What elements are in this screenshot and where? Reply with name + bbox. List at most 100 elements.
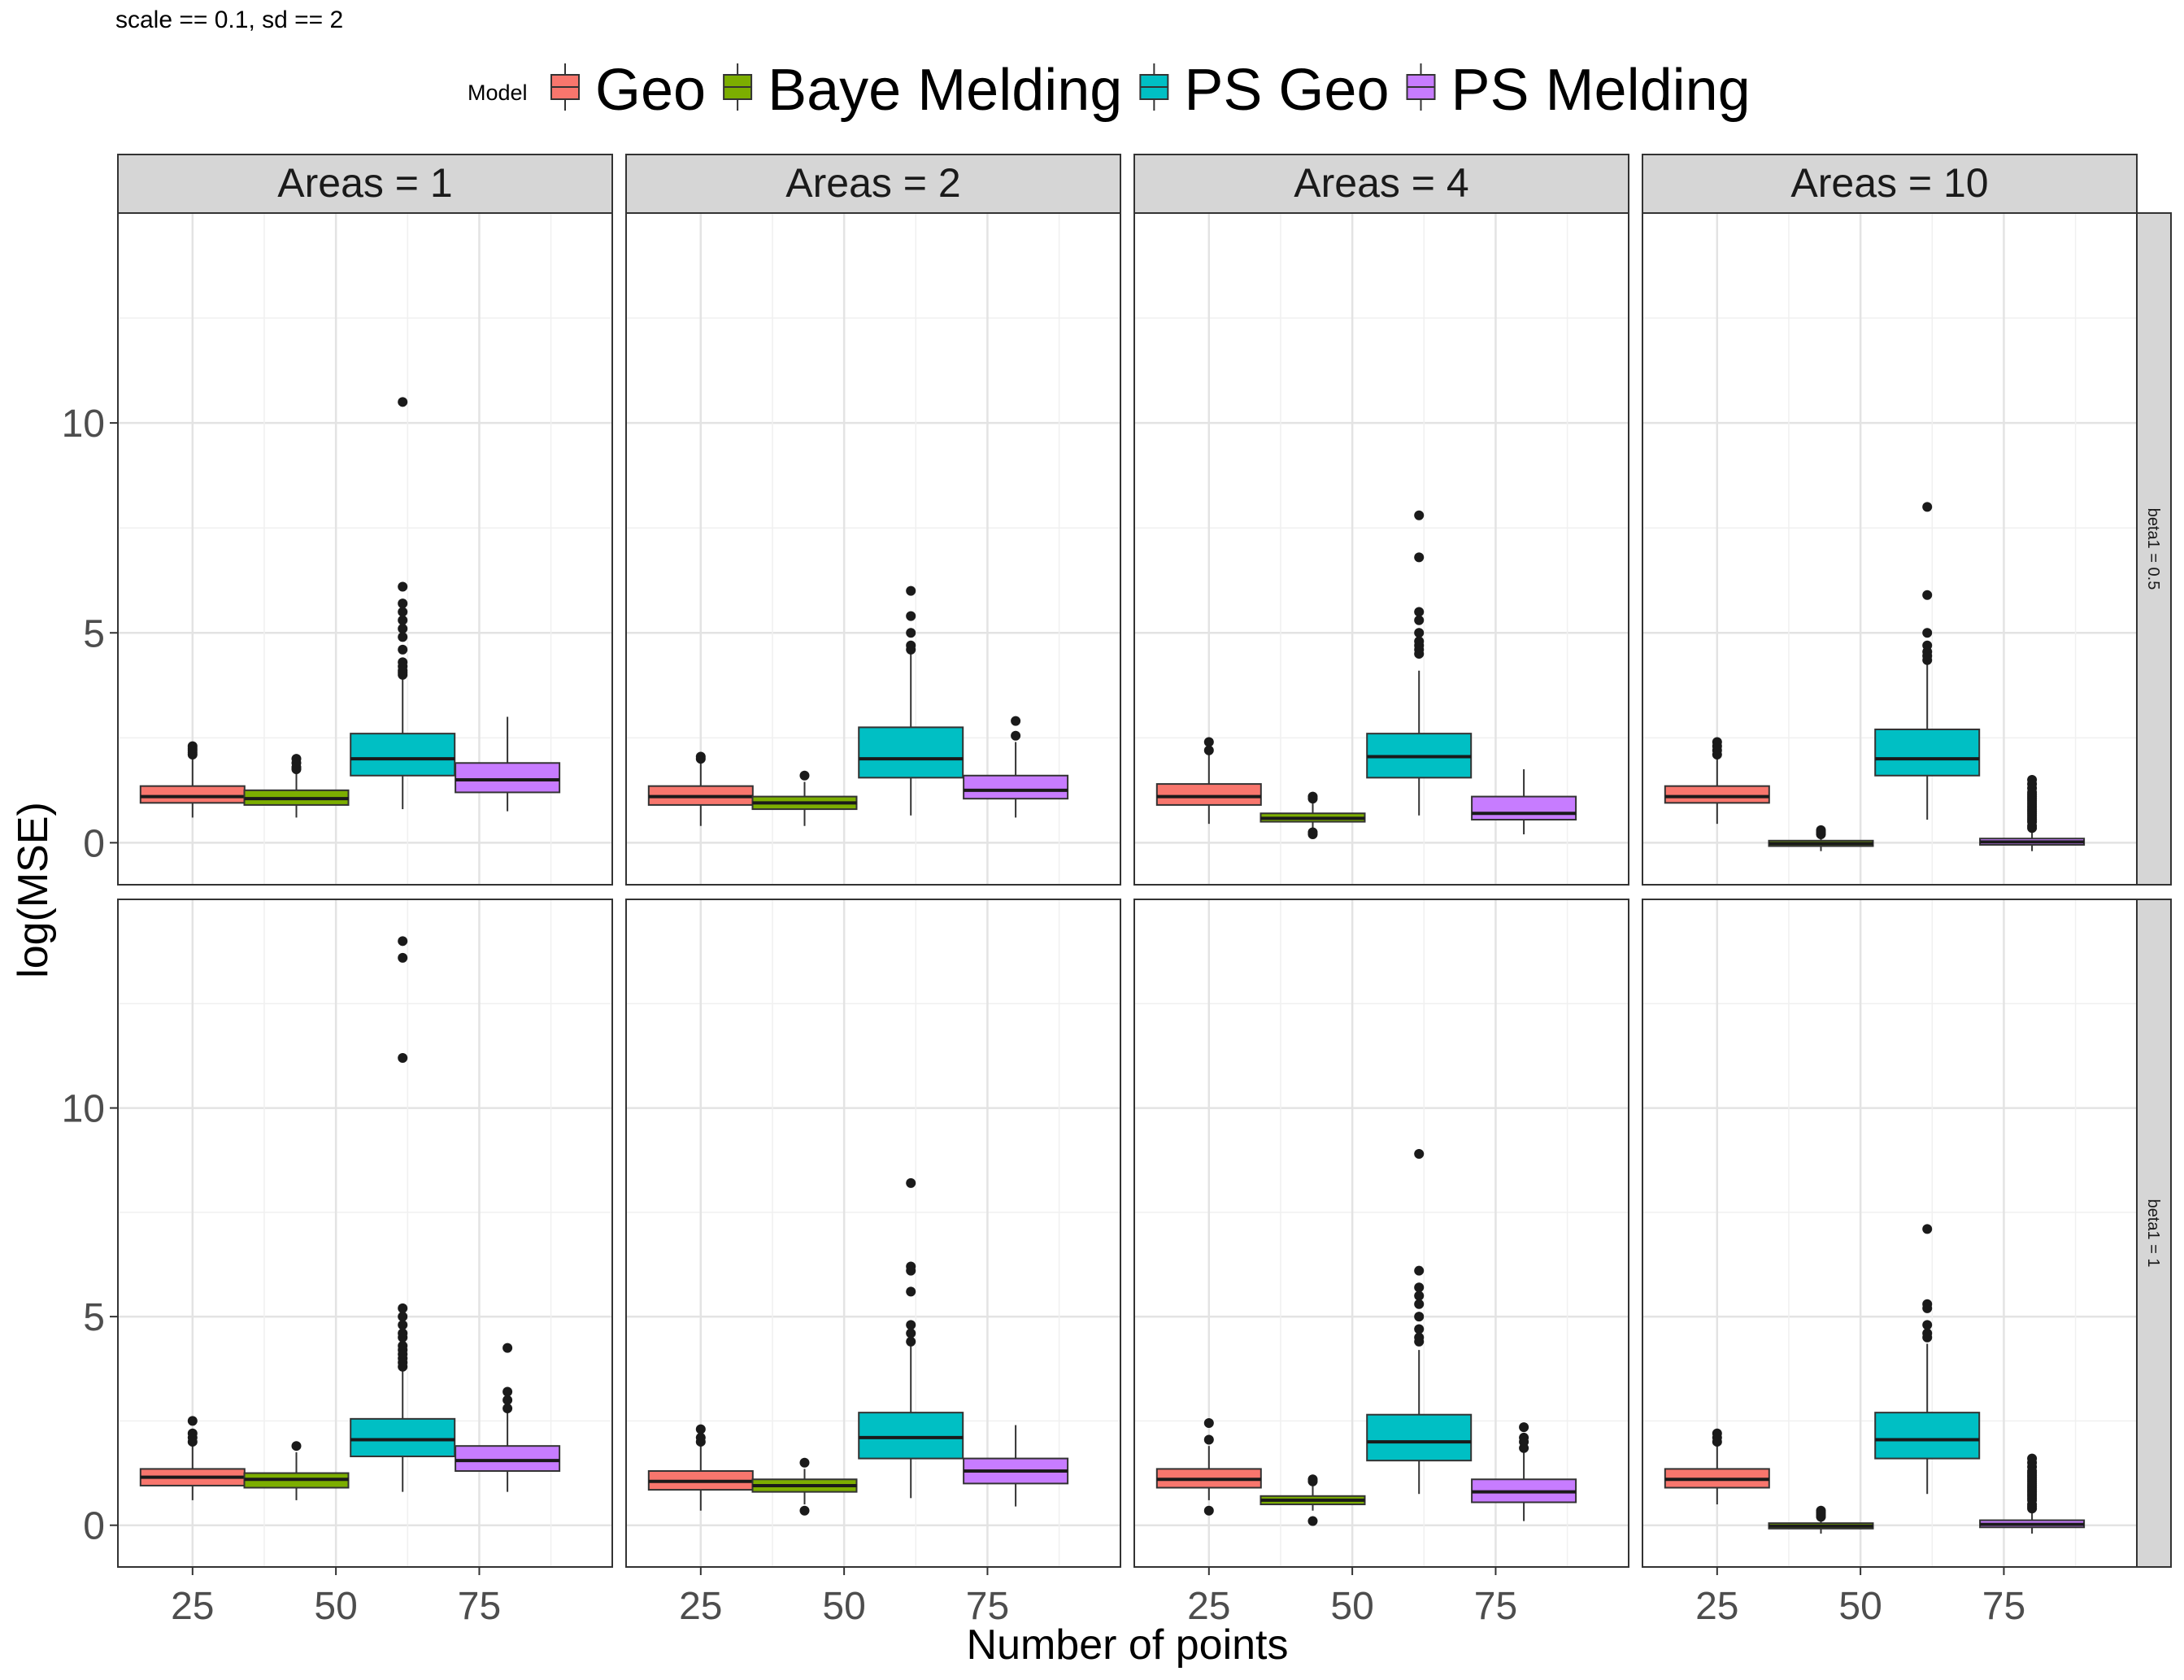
strip-background	[117, 154, 613, 214]
outlier-point	[2027, 1453, 2038, 1464]
outlier-point	[1922, 590, 1933, 600]
outlier-point	[695, 1424, 706, 1434]
box-geo	[139, 1416, 246, 1500]
panel-border	[1133, 212, 1629, 886]
box-ps-geo	[350, 397, 456, 810]
panel-beta1-1-areas-1	[117, 899, 613, 1568]
outlier-point	[695, 751, 706, 762]
box-ps-geo	[1874, 502, 1981, 820]
facet-strip-areas-2: Areas = 2	[625, 154, 1121, 214]
box-ps-melding	[963, 1425, 1069, 1507]
outlier-point	[1922, 1320, 1933, 1330]
y-tick-label: 5	[83, 612, 105, 655]
legend-item-baye-melding: Baye Melding	[723, 58, 1122, 123]
panel-border	[117, 212, 613, 886]
legend-label-ps-melding: PS Melding	[1451, 58, 1751, 123]
panel-border	[625, 899, 1121, 1568]
legend-title: Model	[468, 81, 528, 105]
box-ps-geo	[858, 1177, 964, 1499]
box-ps-geo	[1874, 1224, 1981, 1495]
x-tick-label: 25	[679, 1585, 722, 1628]
outlier-point	[1203, 1505, 1214, 1516]
outlier-point	[906, 1177, 916, 1188]
strip-label: Areas = 4	[1294, 160, 1468, 206]
strip-label: Areas = 2	[785, 160, 960, 206]
outlier-point	[187, 1416, 198, 1426]
outlier-point	[398, 1312, 408, 1322]
outlier-point	[1307, 1516, 1318, 1526]
panel-beta1-1-areas-2	[625, 899, 1121, 1568]
x-tick-label: 75	[1982, 1585, 2025, 1628]
facet-strip-areas-1: Areas = 1	[117, 154, 613, 214]
legend-label-geo: Geo	[595, 58, 706, 123]
outlier-point	[1307, 827, 1318, 838]
chart-subtitle: scale == 0.1, sd == 2	[115, 7, 344, 33]
strip-background	[1642, 154, 2138, 214]
outlier-point	[1414, 628, 1425, 638]
outlier-point	[502, 1395, 513, 1405]
box-body	[858, 1412, 964, 1460]
box-geo	[1664, 1428, 1770, 1505]
box-body	[1366, 1413, 1473, 1462]
x-tick-label: 50	[1838, 1585, 1882, 1628]
outlier-point	[906, 611, 916, 621]
x-tick-label: 25	[1187, 1585, 1230, 1628]
box-geo	[647, 1424, 754, 1511]
panel-beta1-0-5-areas-10	[1642, 212, 2138, 886]
box-ps-melding	[1979, 1453, 2086, 1534]
outlier-point	[398, 1303, 408, 1313]
panel-beta1-0-5-areas-1	[117, 212, 613, 886]
outlier-point	[1203, 1417, 1214, 1428]
outlier-point	[1414, 1324, 1425, 1334]
outlier-point	[1922, 502, 1933, 512]
facet-strip-beta1-1: beta1 = 1	[2136, 899, 2172, 1568]
outlier-point	[398, 657, 408, 668]
outlier-point	[906, 628, 916, 638]
outlier-point	[1414, 1265, 1425, 1276]
outlier-point	[906, 1261, 916, 1272]
x-tick-label: 75	[966, 1585, 1009, 1628]
box-body	[455, 762, 561, 794]
legend-label-ps-geo: PS Geo	[1184, 58, 1389, 123]
box-body	[1874, 1412, 1981, 1460]
outlier-point	[1414, 1290, 1425, 1301]
box-ps-melding	[1471, 1422, 1577, 1521]
outlier-point	[398, 598, 408, 609]
outlier-point	[502, 1404, 513, 1414]
box-baye-melding	[751, 1457, 858, 1516]
box-baye-melding	[751, 770, 858, 826]
gridlines	[118, 899, 612, 1567]
strip-label: Areas = 1	[277, 160, 452, 206]
outlier-point	[398, 615, 408, 625]
outlier-point	[1712, 737, 1722, 747]
outlier-point	[1414, 607, 1425, 617]
outlier-point	[502, 1386, 513, 1397]
outlier-point	[1011, 730, 1021, 741]
box-body	[350, 1417, 456, 1458]
box-ps-geo	[1366, 1149, 1473, 1495]
outlier-point	[1203, 745, 1214, 755]
box-ps-melding	[963, 716, 1069, 818]
box-ps-geo	[1366, 510, 1473, 816]
facet-strip-beta1-0-5: beta1 = 0.5	[2136, 212, 2172, 886]
gridlines	[118, 213, 612, 885]
box-geo	[1664, 737, 1770, 825]
y-axis-title: log(MSE)	[10, 802, 57, 978]
strip-label: beta1 = 0.5	[2144, 508, 2162, 590]
panel-beta1-0-5-areas-2	[625, 212, 1121, 886]
outlier-point	[1011, 716, 1021, 726]
outlier-point	[1307, 1474, 1318, 1485]
outlier-point	[906, 1320, 916, 1330]
box-body	[455, 1445, 561, 1472]
strip-background	[2136, 899, 2172, 1568]
box-body	[1155, 783, 1262, 806]
outlier-point	[1414, 1332, 1425, 1343]
strip-background	[2136, 212, 2172, 886]
outlier-point	[187, 1428, 198, 1438]
facet-panels: Areas = 1 Areas = 2 Areas = 4 Areas = 10 bet…	[117, 154, 2172, 1568]
y-tick-label: 0	[83, 1505, 105, 1548]
box-baye-melding	[1768, 1505, 1874, 1534]
outlier-point	[398, 607, 408, 617]
x-tick-label: 50	[822, 1585, 865, 1628]
